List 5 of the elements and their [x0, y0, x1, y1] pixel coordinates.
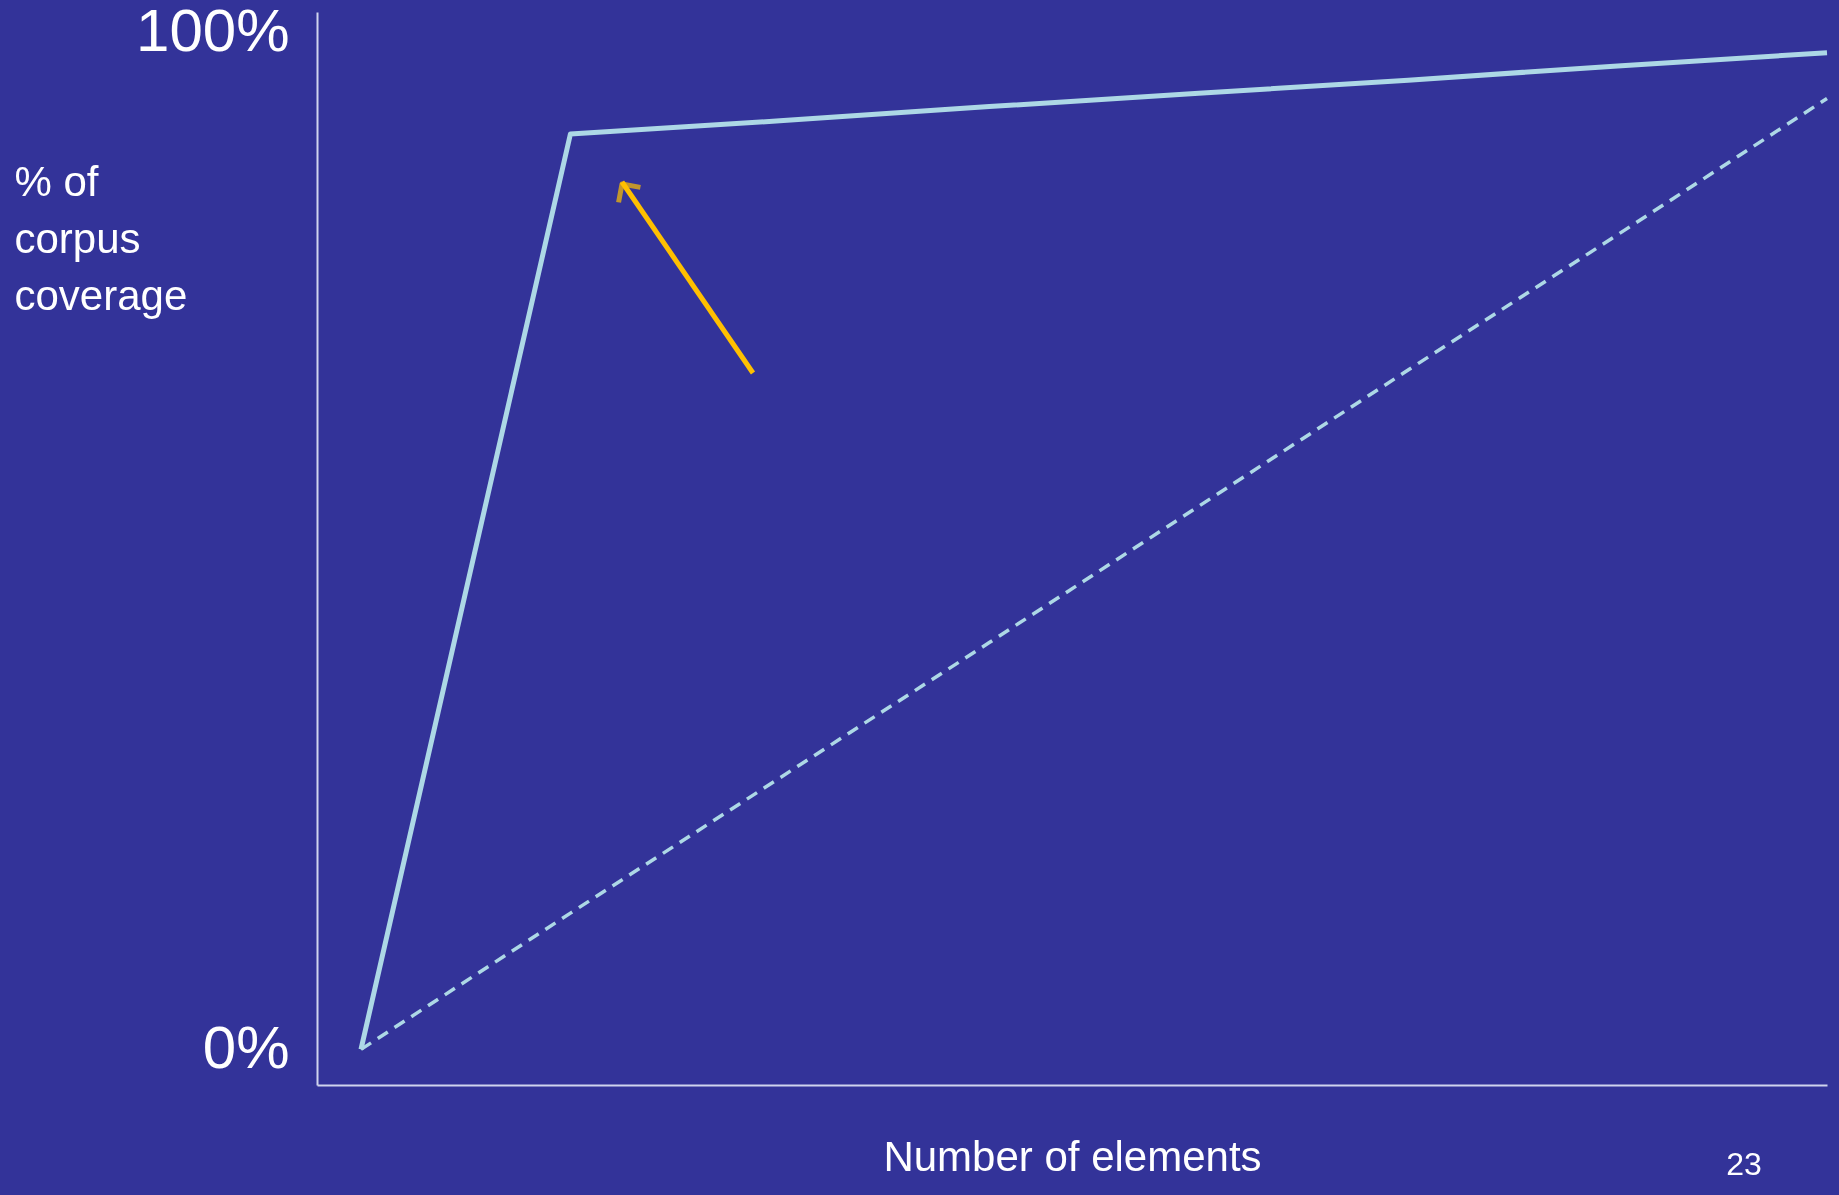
x-axis-title: Number of elements	[883, 1132, 1262, 1180]
y-axis-title: % of corpus coverage	[14, 157, 188, 319]
text: 23	[1726, 1146, 1762, 1182]
y-tick-label: 100%	[136, 0, 290, 64]
y-tick-label: 0%	[202, 1013, 290, 1081]
